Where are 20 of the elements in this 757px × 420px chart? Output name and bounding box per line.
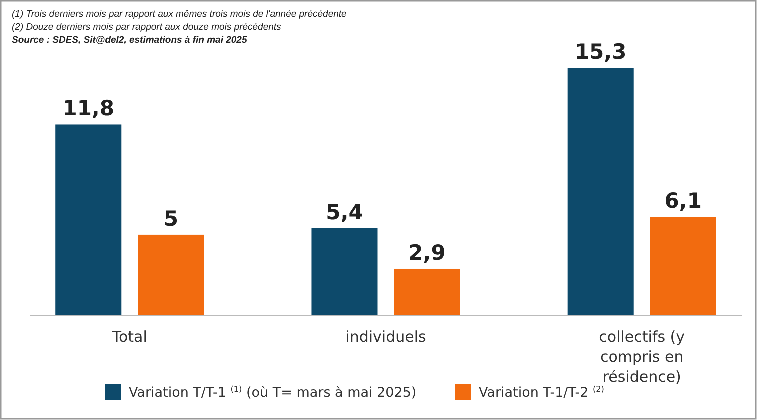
bar — [56, 124, 122, 316]
data-label: 6,1 — [664, 189, 702, 214]
bar — [568, 68, 634, 316]
data-label: 5 — [164, 206, 178, 231]
x-tick-label: individuels — [346, 328, 427, 346]
bar — [138, 234, 204, 316]
data-label: 11,8 — [62, 96, 115, 121]
legend-label: Variation T/T-1 $^{(1)}$ (où T= mars à mai 2025) — [129, 384, 417, 401]
data-label: 15,3 — [574, 40, 627, 64]
text: (2) Douze derniers mois par rapport aux douze mois précédents — [12, 22, 282, 33]
text: (1) Trois derniers mois par rapport aux mêmes trois mois de l'année précédente — [12, 9, 347, 20]
data-label: 2,9 — [408, 240, 446, 265]
bar — [650, 217, 716, 316]
x-tick-label: collectifs (y compris en résidence) — [599, 328, 686, 386]
source-note: Source : SDES, Sit@del2, estimations à fin mai 2025 — [12, 35, 248, 46]
bar — [394, 268, 460, 316]
data-label: 5,4 — [326, 200, 364, 224]
x-tick-label: Total — [111, 328, 148, 346]
legend-label: Variation T-1/T-2 $^{(2)}$ — [479, 384, 604, 401]
bar — [312, 228, 378, 316]
